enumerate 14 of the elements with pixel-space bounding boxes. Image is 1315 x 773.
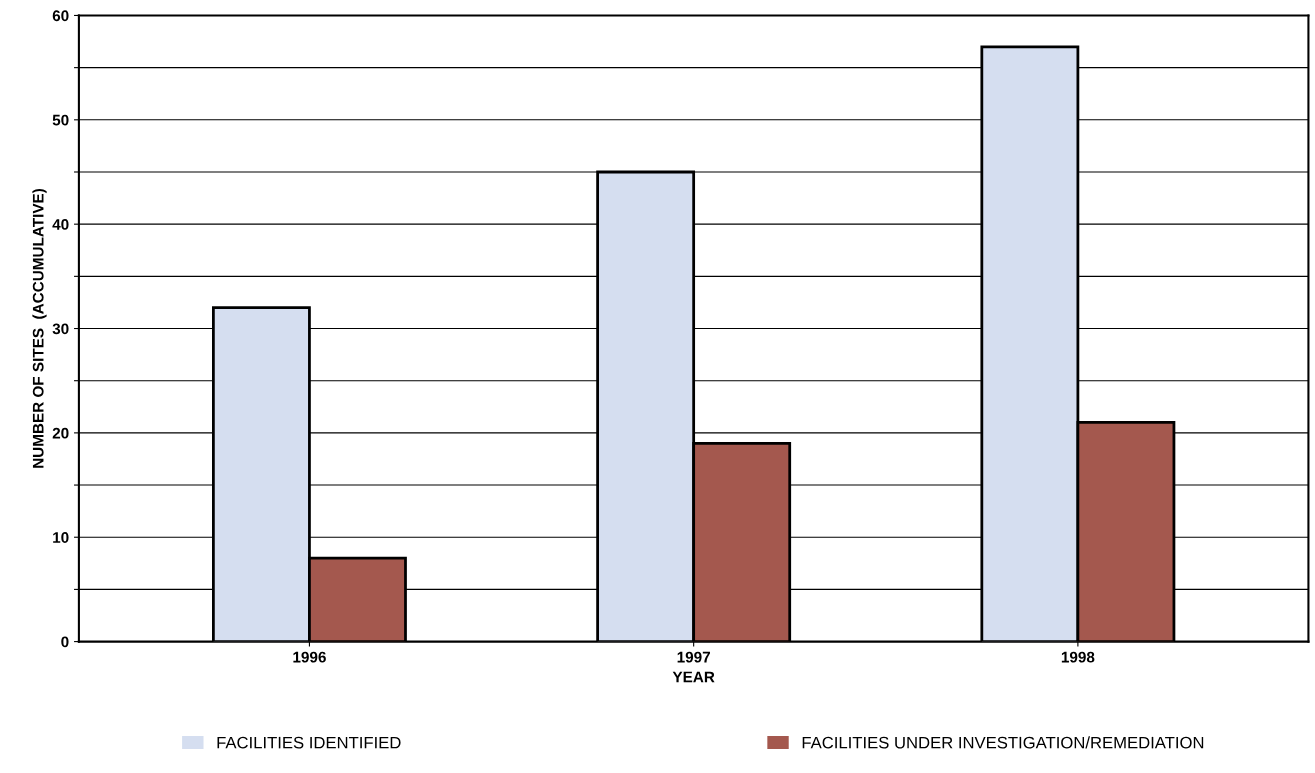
- x-tick-label: 1996: [293, 651, 326, 663]
- x-axis-title: YEAR: [672, 671, 715, 683]
- y-tick-label: 60: [52, 10, 69, 22]
- y-tick-label: 10: [53, 532, 69, 543]
- y-tick-label: 0: [61, 636, 69, 648]
- y-axis-title: NUMBER OF SITES (ACCUMULATIVE): [32, 188, 47, 468]
- x-tick-label: 1997: [677, 651, 710, 663]
- legend-label: FACILITIES IDENTIFIED: [217, 736, 401, 749]
- y-tick-label: 40: [52, 219, 69, 230]
- y-tick-label: 20: [52, 427, 69, 439]
- y-tick-label: 30: [52, 323, 69, 335]
- x-tick-label: 1998: [1061, 651, 1095, 663]
- legend-label: FACILITIES UNDER INVESTIGATION/REMEDIATION: [802, 736, 1204, 749]
- y-tick-label: 50: [52, 114, 69, 126]
